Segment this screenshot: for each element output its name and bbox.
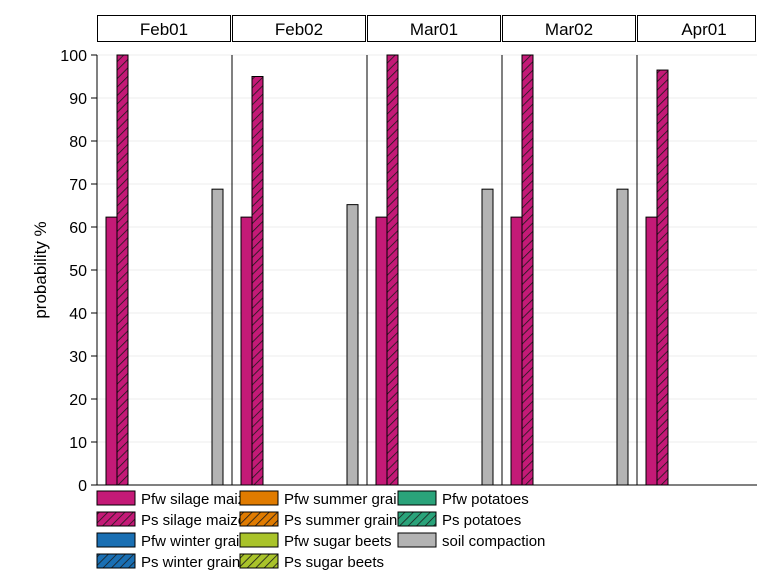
y-tick-label-80: 80: [69, 134, 87, 151]
bar-ps-silage-maize-mar02: [521, 54, 534, 486]
y-tick-label-10: 10: [69, 435, 87, 452]
legend-swatch-pfw-silage-maize: [96, 490, 136, 506]
bar-ps-silage-maize-apr01: [656, 69, 669, 486]
y-tick-label-0: 0: [78, 478, 87, 495]
y-tick-label-50: 50: [69, 263, 87, 280]
panel-header-feb01: [97, 15, 231, 42]
bar-soil-compaction-feb01: [211, 188, 224, 486]
panel-feb02: Feb02: [231, 15, 366, 486]
panel-label-feb01: Feb01: [140, 20, 188, 39]
legend-swatch-pfw-potatoes: [397, 490, 437, 506]
bar-ps-silage-maize-feb01: [116, 54, 129, 486]
legend-item-ps-sugar-beets: Ps sugar beets: [239, 553, 384, 571]
panel-header-apr01: [637, 15, 756, 42]
legend-label-pfw-summer-grains: Pfw summer grains: [284, 491, 412, 508]
legend-item-pfw-winter-grains: Pfw winter grains: [96, 532, 255, 550]
legend-swatch-pfw-sugar-beets: [239, 532, 279, 548]
legend-item-pfw-potatoes: Pfw potatoes: [397, 490, 529, 508]
panel-label-mar01: Mar01: [410, 20, 458, 39]
panel-apr01: Apr01: [636, 15, 756, 486]
legend-label-ps-winter-grains: Ps winter grains: [141, 554, 248, 571]
legend-swatch-ps-sugar-beets: [239, 553, 279, 569]
legend-label-ps-summer-grains: Ps summer grains: [284, 512, 405, 529]
bar-pfw-silage-maize-mar02: [510, 216, 523, 486]
legend-label-ps-potatoes: Ps potatoes: [442, 512, 521, 529]
y-tick-label-20: 20: [69, 392, 87, 409]
panel-label-feb02: Feb02: [275, 20, 323, 39]
legend-item-ps-potatoes: Ps potatoes: [397, 511, 521, 529]
panel-label-mar02: Mar02: [545, 20, 593, 39]
legend-label-ps-sugar-beets: Ps sugar beets: [284, 554, 384, 571]
legend-label-pfw-potatoes: Pfw potatoes: [442, 491, 529, 508]
panel-mar01: Mar01: [366, 15, 501, 486]
panel-feb01: Feb01: [97, 15, 231, 486]
legend-item-soil-compaction: soil compaction: [397, 532, 545, 550]
bar-ps-silage-maize-mar01: [386, 54, 399, 486]
legend-swatch-ps-potatoes: [397, 511, 437, 527]
panel-label-apr01: Apr01: [681, 20, 726, 39]
legend-item-pfw-summer-grains: Pfw summer grains: [239, 490, 412, 508]
y-tick-label-100: 100: [60, 48, 87, 65]
legend-item-ps-silage-maize: Ps silage maize: [96, 511, 246, 529]
legend-item-ps-summer-grains: Ps summer grains: [239, 511, 405, 529]
panel-header-feb02: [232, 15, 366, 42]
legend-label-ps-silage-maize: Ps silage maize: [141, 512, 246, 529]
legend-swatch-soil-compaction: [397, 532, 437, 548]
bar-soil-compaction-mar01: [481, 188, 494, 486]
y-tick-label-40: 40: [69, 306, 87, 323]
legend-swatch-pfw-summer-grains: [239, 490, 279, 506]
y-tick-label-30: 30: [69, 349, 87, 366]
legend-swatch-ps-summer-grains: [239, 511, 279, 527]
bar-pfw-silage-maize-mar01: [375, 216, 388, 486]
legend-swatch-ps-silage-maize: [96, 511, 136, 527]
grid: [97, 54, 757, 443]
y-axis-title: probability %: [31, 221, 50, 318]
panel-header-mar01: [367, 15, 501, 42]
legend: Pfw silage maize Ps silage maize Pfw winte…: [96, 490, 545, 571]
legend-label-soil-compaction: soil compaction: [442, 533, 545, 550]
bar-ps-silage-maize-feb02: [251, 76, 264, 486]
panels: Feb01 Feb02 Mar01 Mar02 Apr01: [97, 15, 756, 486]
legend-swatch-ps-winter-grains: [96, 553, 136, 569]
y-tick-label-70: 70: [69, 177, 87, 194]
legend-item-pfw-silage-maize: Pfw silage maize: [96, 490, 254, 508]
legend-swatch-pfw-winter-grains: [96, 532, 136, 548]
bar-soil-compaction-mar02: [616, 188, 629, 486]
y-tick-label-90: 90: [69, 91, 87, 108]
y-tick-label-60: 60: [69, 220, 87, 237]
bar-pfw-silage-maize-feb02: [240, 216, 253, 486]
panel-header-mar02: [502, 15, 636, 42]
y-axis: 0 10 20 30 40 50 60 70 80 90 100: [60, 48, 757, 495]
legend-label-pfw-winter-grains: Pfw winter grains: [141, 533, 255, 550]
bar-soil-compaction-feb02: [346, 204, 359, 486]
legend-label-pfw-silage-maize: Pfw silage maize: [141, 491, 254, 508]
legend-item-pfw-sugar-beets: Pfw sugar beets: [239, 532, 392, 550]
legend-item-ps-winter-grains: Ps winter grains: [96, 553, 248, 571]
legend-label-pfw-sugar-beets: Pfw sugar beets: [284, 533, 392, 550]
bar-pfw-silage-maize-apr01: [645, 216, 658, 486]
bar-pfw-silage-maize-feb01: [105, 216, 118, 486]
panel-mar02: Mar02: [501, 15, 636, 486]
